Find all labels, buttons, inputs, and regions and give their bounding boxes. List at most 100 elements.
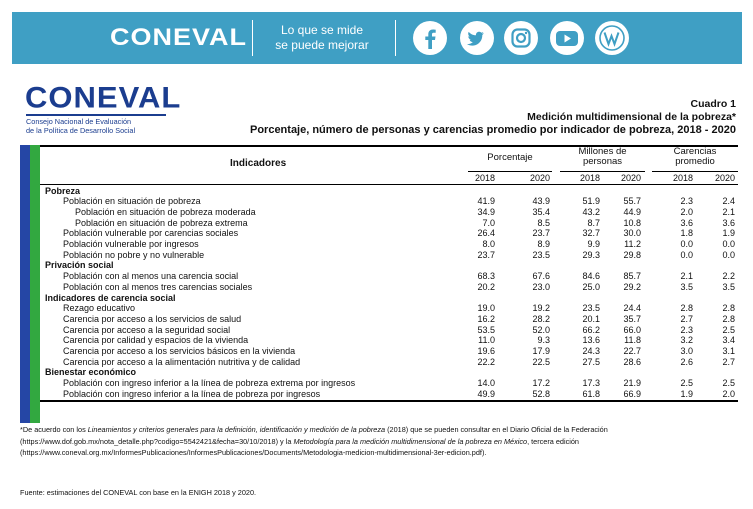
footnote-text: Lineamientos y criterios generales para … — [87, 425, 386, 434]
year-header: 2020 — [714, 173, 735, 183]
cell-value: 3.0 — [680, 346, 693, 356]
cell-value: 21.9 — [623, 378, 641, 389]
cell-value: 14.0 — [477, 378, 495, 389]
blue-stripe — [20, 145, 30, 423]
cell-value: 3.5 — [680, 281, 693, 292]
cell-value: 17.3 — [582, 378, 600, 389]
cell-value: 1.9 — [722, 228, 735, 239]
cell-value: 2.8 — [722, 303, 735, 314]
rule — [40, 400, 738, 402]
wordpress-icon[interactable] — [595, 21, 629, 55]
table-title: Medición multidimensional de la pobreza* — [527, 111, 736, 123]
section-label: Bienestar económico — [45, 367, 137, 378]
row-label: Población vulnerable por ingresos — [63, 239, 199, 249]
cell-value: 24.4 — [623, 303, 641, 314]
cell-value: 25.0 — [582, 281, 600, 292]
cell-value: 23.5 — [582, 303, 600, 314]
table-subtitle: Porcentaje, número de personas y carenci… — [249, 124, 736, 136]
row-label: Carencia por acceso a la seguridad socia… — [63, 324, 231, 335]
year-header: 2018 — [579, 173, 600, 183]
table-label: Cuadro 1 — [690, 98, 736, 110]
org-line: de la Política de Desarrollo Social — [26, 125, 136, 135]
cell-value: 49.9 — [477, 388, 495, 399]
social-icons — [413, 21, 629, 55]
cell-value: 22.5 — [532, 356, 550, 367]
footnote-text: Metodología para la medición multidimens… — [293, 436, 528, 446]
row-label: Población con ingreso inferior a la líne… — [63, 388, 321, 399]
instagram-icon[interactable] — [504, 21, 538, 55]
youtube-icon[interactable] — [550, 21, 584, 55]
cell-value: 1.8 — [680, 228, 693, 239]
cell-value: 23.7 — [477, 249, 495, 260]
row-label: Rezago educativo — [63, 303, 136, 314]
cell-value: 66.9 — [623, 388, 641, 399]
cell-value: 53.5 — [477, 324, 495, 335]
cell-value: 3.5 — [722, 281, 735, 292]
cell-value: 0.0 — [722, 239, 735, 249]
cell-value: 10.8 — [623, 217, 641, 228]
cell-value: 2.1 — [722, 206, 735, 217]
cell-value: 8.5 — [537, 217, 550, 228]
cell-value: 11.0 — [478, 335, 495, 346]
cell-value: 3.1 — [722, 346, 735, 356]
cell-value: 22.2 — [477, 356, 495, 367]
row-label: Población en situación de pobreza modera… — [75, 206, 256, 217]
facebook-icon[interactable] — [413, 21, 447, 55]
cell-value: 85.7 — [623, 271, 641, 282]
logo-rule — [26, 114, 166, 116]
logo: CONEVAL — [25, 80, 182, 115]
cell-value: 28.2 — [532, 313, 550, 324]
cell-value: 43.9 — [532, 196, 550, 207]
group-header: personas — [582, 156, 623, 167]
section-label: Indicadores de carencia social — [45, 292, 176, 303]
cell-value: 19.2 — [532, 303, 550, 314]
cell-value: 3.4 — [722, 335, 735, 346]
cell-value: 43.2 — [582, 206, 600, 217]
row-label: Población con al menos tres carencias so… — [63, 281, 253, 292]
year-header: 2018 — [672, 173, 693, 183]
cell-value: 41.9 — [477, 196, 495, 207]
divider — [252, 20, 253, 56]
group-header: Millones de — [578, 146, 627, 157]
group-header: Porcentaje — [487, 152, 533, 163]
year-header: 2020 — [620, 173, 641, 183]
row-label: Carencia por acceso a los servicios bási… — [63, 346, 296, 356]
footnote-text: *De acuerdo con los — [20, 425, 88, 434]
footnote: *De acuerdo con los Lineamientos y crite… — [20, 424, 736, 459]
cell-value: 84.6 — [582, 271, 600, 282]
cell-value: 30.0 — [623, 228, 641, 239]
banner: CONEVAL Lo que se mide se puede mejorar — [12, 12, 742, 64]
rule — [40, 184, 738, 185]
cell-value: 68.3 — [477, 271, 495, 282]
source: Fuente: estimaciones del CONEVAL con bas… — [20, 488, 257, 497]
row-label: Carencia por acceso a la alimentación nu… — [63, 356, 301, 367]
cell-value: 2.4 — [722, 196, 735, 207]
cell-value: 3.6 — [722, 217, 735, 228]
cell-value: 8.0 — [482, 239, 495, 249]
org-name: Consejo Nacional de Evaluación de la Pol… — [26, 117, 136, 135]
cell-value: 51.9 — [582, 196, 600, 207]
cell-value: 2.5 — [680, 378, 693, 389]
section-label: Privación social — [45, 260, 114, 271]
row-label: Población con al menos una carencia soci… — [63, 271, 239, 282]
rule — [40, 145, 738, 147]
cell-value: 35.4 — [532, 206, 550, 217]
cell-value: 2.7 — [680, 313, 693, 324]
cell-value: 2.0 — [680, 206, 693, 217]
cell-value: 52.0 — [532, 324, 550, 335]
section-label: Pobreza — [45, 185, 81, 196]
twitter-icon[interactable] — [460, 21, 494, 55]
cell-value: 23.5 — [532, 249, 550, 260]
cell-value: 44.9 — [623, 206, 641, 217]
org-line: Consejo Nacional de Evaluación — [26, 117, 132, 126]
cell-value: 27.5 — [582, 356, 600, 367]
cell-value: 28.6 — [623, 356, 641, 367]
cell-value: 17.2 — [532, 378, 550, 389]
cell-value: 66.0 — [623, 324, 641, 335]
banner-logo[interactable]: CONEVAL — [110, 23, 248, 51]
slogan-line: Lo que se mide — [280, 23, 364, 37]
group-header: Carencias — [673, 146, 717, 157]
cell-value: 3.6 — [680, 217, 693, 228]
row-label: Población no pobre y no vulnerable — [63, 249, 205, 260]
